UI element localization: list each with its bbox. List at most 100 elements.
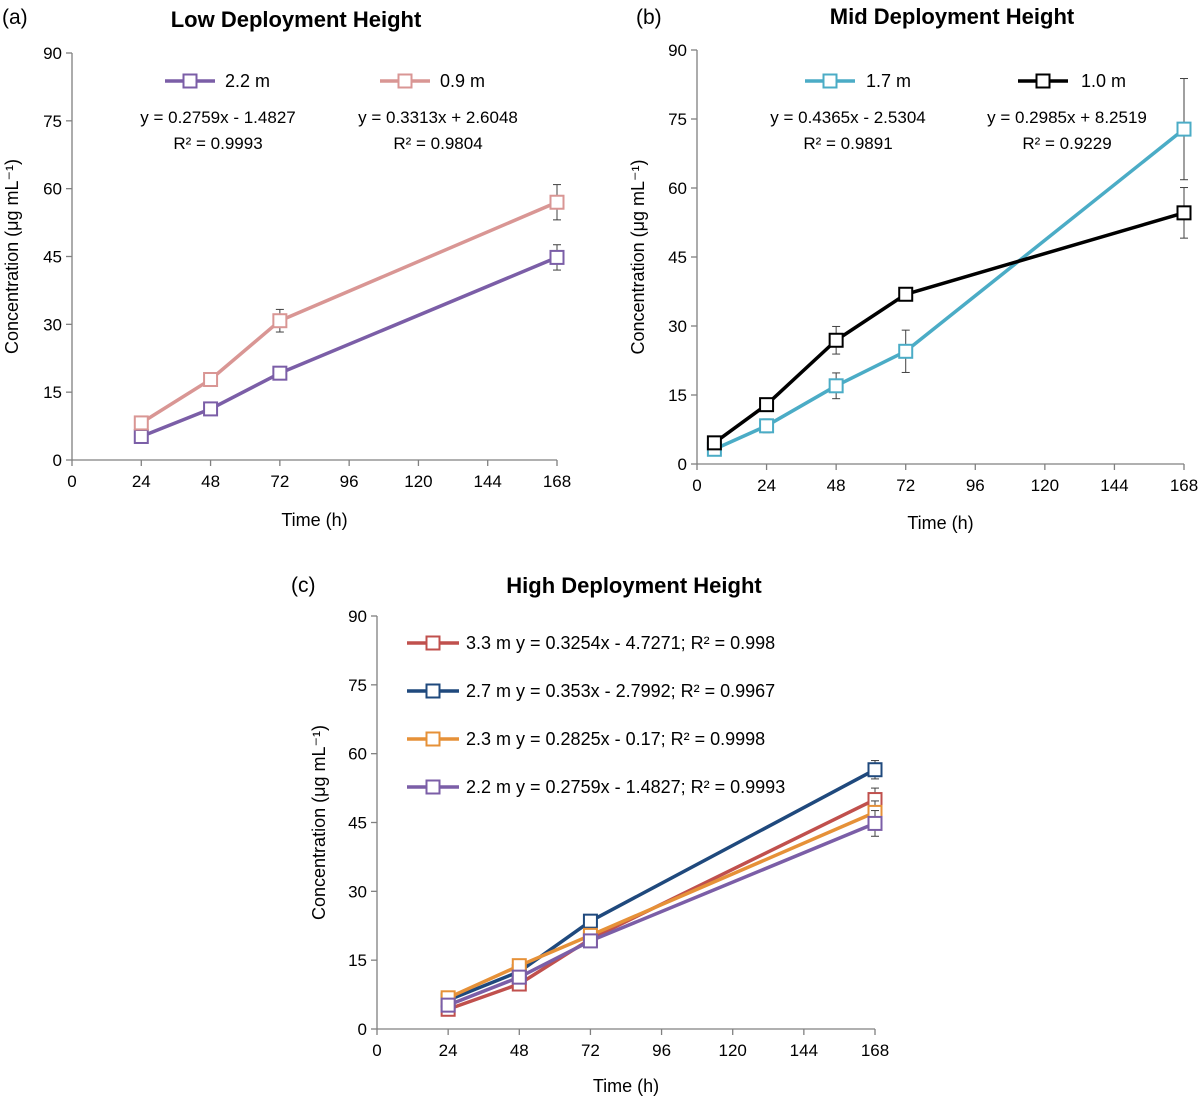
- y-tick-label: 45: [668, 248, 687, 267]
- y-axis-label: Concentration (μg mL⁻¹): [628, 160, 648, 355]
- chart-panel-c: (c) High Deployment Height 0 15 30 45 60 75 90 0 2…: [291, 573, 889, 1096]
- y-tick-label: 30: [668, 317, 687, 336]
- trendline-r2: R² = 0.9993: [173, 134, 262, 153]
- data-point-marker: [425, 635, 441, 651]
- y-tick-label: 60: [43, 180, 62, 199]
- legend-label: 1.0 m: [1081, 71, 1126, 91]
- trendline-r2: R² = 0.9891: [803, 134, 892, 153]
- series-line: [447, 821, 876, 1007]
- trendline-equation: y = 0.3313x + 2.6048: [358, 108, 518, 127]
- data-point-marker: [898, 343, 914, 359]
- data-point-marker: [549, 249, 565, 265]
- x-tick-label: 48: [510, 1041, 529, 1060]
- y-tick-label: 45: [348, 814, 367, 833]
- data-point-marker: [828, 332, 844, 348]
- x-tick-label: 144: [1100, 476, 1128, 495]
- x-tick-label: 96: [652, 1041, 671, 1060]
- y-tick-label: 0: [678, 455, 687, 474]
- y-tick-label: 15: [43, 383, 62, 402]
- data-point-marker: [511, 969, 527, 985]
- x-axis-label: Time (h): [281, 510, 347, 530]
- y-tick-label: 15: [348, 951, 367, 970]
- data-point-marker: [759, 397, 775, 413]
- chart-title: High Deployment Height: [506, 573, 762, 598]
- x-tick-label: 144: [790, 1041, 818, 1060]
- series-2.2-m: [133, 244, 565, 444]
- trendline-r2: R² = 0.9804: [393, 134, 482, 153]
- y-tick-label: 45: [43, 248, 62, 267]
- data-point-marker: [1176, 121, 1192, 137]
- trendline-equation: y = 0.2759x - 1.4827: [140, 108, 295, 127]
- x-tick-label: 48: [827, 476, 846, 495]
- data-point-marker: [272, 365, 288, 381]
- data-point-marker: [272, 313, 288, 329]
- x-tick-label: 120: [404, 472, 432, 491]
- x-tick-label: 168: [1170, 476, 1198, 495]
- legend-label: 2.7 m y = 0.353x - 2.7992; R² = 0.9967: [466, 681, 775, 701]
- chart-panel-a: (a) Low Deployment Height 0 15 30 45 60 75 90 0 24…: [2, 6, 571, 530]
- series-2.2-m: [440, 810, 883, 1013]
- data-point-marker: [549, 194, 565, 210]
- y-tick-label: 90: [668, 41, 687, 60]
- y-tick-label: 30: [348, 882, 367, 901]
- series-line: [447, 797, 876, 1011]
- legend-label: 0.9 m: [440, 71, 485, 91]
- legend-label: 3.3 m y = 0.3254x - 4.7271; R² = 0.998: [466, 633, 775, 653]
- data-point-marker: [828, 378, 844, 394]
- series-line: [140, 255, 558, 439]
- data-point-marker: [203, 372, 219, 388]
- x-tick-label: 96: [340, 472, 359, 491]
- legend-entry: 2.3 m y = 0.2825x - 0.17; R² = 0.9998: [407, 729, 765, 749]
- x-tick-label: 72: [896, 476, 915, 495]
- panel-label: (a): [2, 6, 28, 29]
- data-point-marker: [425, 683, 441, 699]
- data-point-marker: [822, 73, 838, 89]
- data-point-marker: [397, 73, 413, 89]
- data-point-marker: [182, 73, 198, 89]
- series-1.7-m: [706, 78, 1192, 457]
- x-tick-label: 0: [67, 472, 76, 491]
- legend-entry: 1.0 m y = 0.2985x + 8.2519 R² = 0.9229: [987, 71, 1147, 153]
- trendline-equation: y = 0.4365x - 2.5304: [770, 108, 925, 127]
- series-line: [447, 810, 876, 1000]
- y-axis-label: Concentration (μg mL⁻¹): [309, 725, 329, 920]
- data-point-marker: [425, 731, 441, 747]
- panel-label: (b): [636, 6, 662, 29]
- x-tick-label: 120: [1031, 476, 1059, 495]
- legend-label: 2.2 m y = 0.2759x - 1.4827; R² = 0.9993: [466, 777, 785, 797]
- series-1.0-m: [706, 187, 1192, 451]
- y-tick-label: 30: [43, 315, 62, 334]
- data-point-marker: [425, 779, 441, 795]
- x-tick-label: 120: [719, 1041, 747, 1060]
- series-line: [713, 127, 1186, 451]
- legend-entry: 2.2 m y = 0.2759x - 1.4827 R² = 0.9993: [140, 71, 295, 153]
- legend-entry: 1.7 m y = 0.4365x - 2.5304 R² = 0.9891: [770, 71, 925, 153]
- trendline-equation: y = 0.2985x + 8.2519: [987, 108, 1147, 127]
- panel-label: (c): [291, 574, 316, 597]
- x-tick-label: 0: [372, 1041, 381, 1060]
- y-tick-label: 90: [43, 44, 62, 63]
- data-point-marker: [582, 933, 598, 949]
- trendline-r2: R² = 0.9229: [1022, 134, 1111, 153]
- x-axis-label: Time (h): [593, 1076, 659, 1096]
- y-tick-label: 90: [348, 607, 367, 626]
- x-tick-label: 24: [439, 1041, 458, 1060]
- x-tick-label: 72: [581, 1041, 600, 1060]
- data-point-marker: [133, 415, 149, 431]
- chart-title: Mid Deployment Height: [830, 4, 1075, 29]
- x-tick-label: 24: [132, 472, 151, 491]
- data-point-marker: [867, 815, 883, 831]
- x-tick-label: 96: [966, 476, 985, 495]
- x-axis-label: Time (h): [907, 513, 973, 533]
- y-tick-label: 0: [53, 451, 62, 470]
- data-point-marker: [706, 435, 722, 451]
- legend-entry: 0.9 m y = 0.3313x + 2.6048 R² = 0.9804: [358, 71, 518, 153]
- y-tick-label: 75: [668, 110, 687, 129]
- data-point-marker: [582, 913, 598, 929]
- y-tick-label: 60: [668, 179, 687, 198]
- x-tick-label: 48: [201, 472, 220, 491]
- data-point-marker: [1176, 205, 1192, 221]
- legend-label: 2.2 m: [225, 71, 270, 91]
- data-point-marker: [203, 401, 219, 417]
- legend-entry: 2.2 m y = 0.2759x - 1.4827; R² = 0.9993: [407, 777, 785, 797]
